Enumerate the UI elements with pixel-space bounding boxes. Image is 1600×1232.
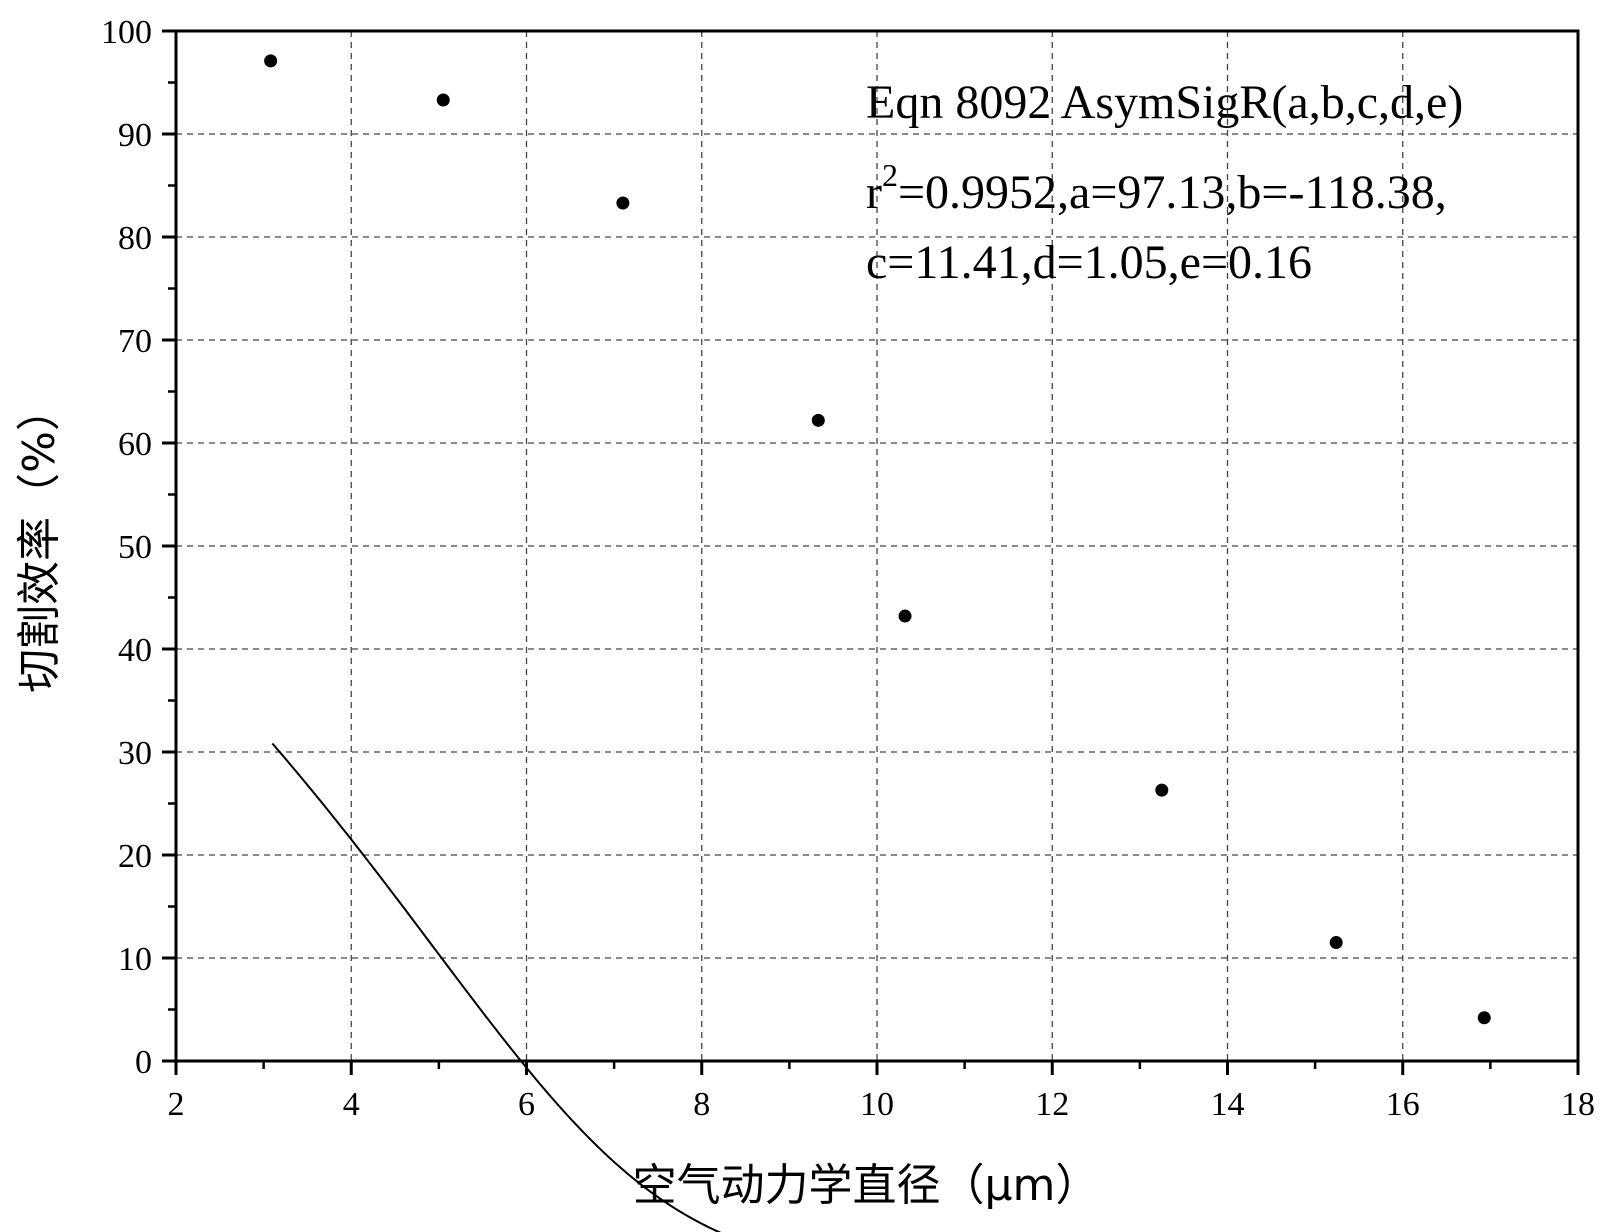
data-point [811, 413, 825, 427]
x-tick-label: 16 [1386, 1086, 1420, 1123]
y-tick-label: 20 [118, 838, 152, 875]
data-point [898, 609, 912, 623]
y-tick-label: 30 [118, 735, 152, 772]
y-tick-label: 100 [101, 14, 152, 51]
data-point [1329, 936, 1343, 950]
equation-annotation: Eqn 8092 AsymSigR(a,b,c,d,e) r2=0.9952,a… [866, 76, 1463, 289]
data-point [616, 196, 630, 210]
data-point [264, 54, 278, 68]
y-tick-label: 60 [118, 426, 152, 463]
tick-labels: 2 4 6 8 10 12 14 16 18 0 10 20 30 40 50 60 70 80 90 100 [101, 14, 1595, 1123]
data-point [1155, 783, 1169, 797]
grid [176, 31, 1578, 1061]
x-tick-label: 4 [343, 1086, 360, 1123]
r-squared-superscript: 2 [882, 157, 898, 193]
x-tick-label: 6 [518, 1086, 535, 1123]
y-tick-label: 40 [118, 632, 152, 669]
annotation-line-1: Eqn 8092 AsymSigR(a,b,c,d,e) [866, 76, 1463, 129]
y-tick-label: 90 [118, 117, 152, 154]
x-tick-label: 14 [1211, 1086, 1245, 1123]
y-tick-label: 50 [118, 529, 152, 566]
data-points [264, 54, 1491, 1025]
axis-ticks [162, 29, 1580, 1075]
x-tick-label: 12 [1035, 1086, 1069, 1123]
annotation-line-2-values: =0.9952,a=97.13,b=-118.38, [898, 166, 1447, 219]
r-symbol: r [866, 166, 882, 219]
x-tick-label: 8 [693, 1086, 710, 1123]
y-tick-label: 80 [118, 220, 152, 257]
data-point [1477, 1011, 1491, 1025]
x-axis-title: 空气动力学直径（μm） [633, 1160, 1100, 1211]
x-tick-label: 18 [1561, 1086, 1595, 1123]
x-tick-label: 10 [860, 1086, 894, 1123]
y-tick-label: 0 [135, 1044, 152, 1081]
fit-curve [271, 742, 722, 1232]
annotation-line-3: c=11.41,d=1.05,e=0.16 [866, 236, 1312, 289]
y-axis-title: 切割效率（%） [14, 387, 65, 693]
annotation-line-2: r2=0.9952,a=97.13,b=-118.38, [866, 157, 1447, 219]
plot-frame [174, 29, 1580, 1063]
data-point [436, 93, 450, 107]
y-tick-label: 10 [118, 941, 152, 978]
y-tick-label: 70 [118, 323, 152, 360]
x-tick-label: 2 [168, 1086, 185, 1123]
